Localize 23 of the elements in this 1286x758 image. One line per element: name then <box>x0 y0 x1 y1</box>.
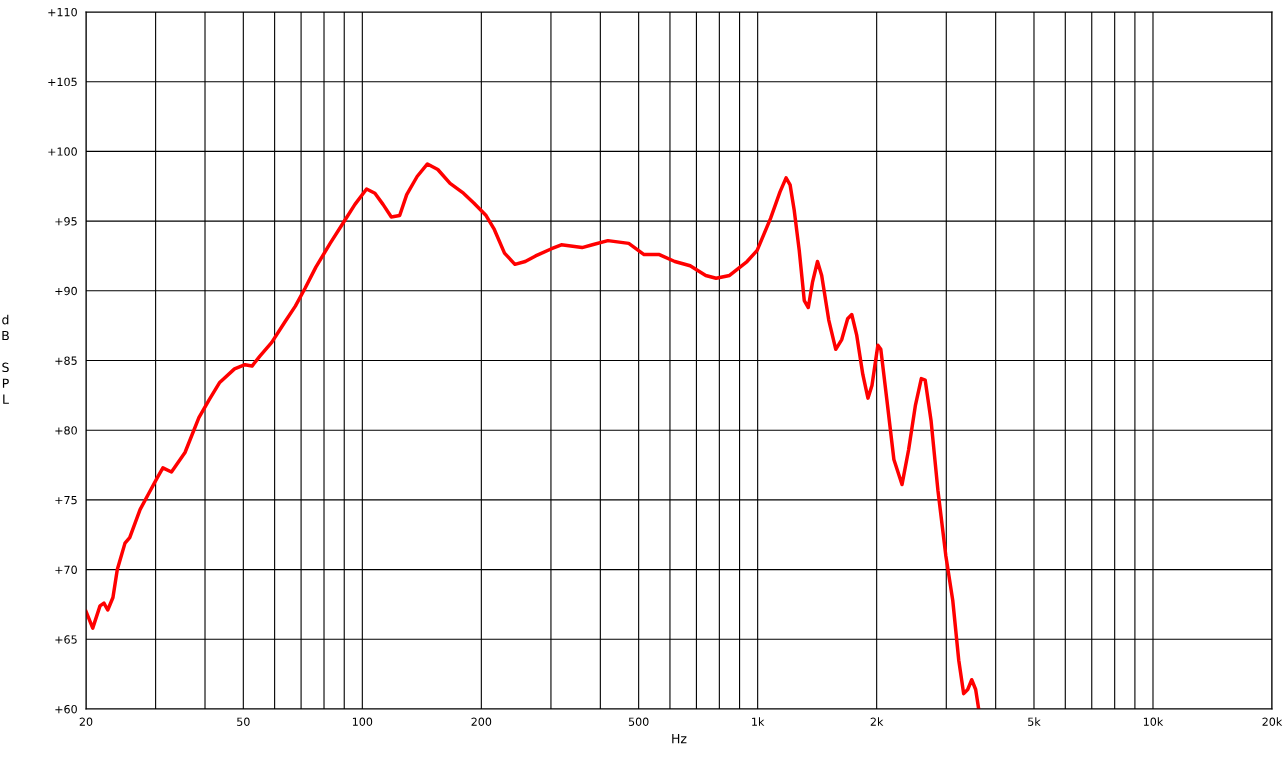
y-tick-label: +100 <box>48 147 77 156</box>
x-tick-label: 500 <box>628 717 649 726</box>
y-tick-label: +80 <box>55 426 77 435</box>
y-tick-label: +85 <box>55 356 77 365</box>
x-tick-label: 20k <box>1262 717 1283 726</box>
y-tick-label: +60 <box>55 704 77 714</box>
y-tick-label: +65 <box>55 635 77 644</box>
y-tick-label: +90 <box>55 286 77 296</box>
x-axis-title: Hz <box>672 734 687 744</box>
y-tick-label: +105 <box>48 77 77 87</box>
x-tick-label: 5k <box>1028 717 1041 726</box>
x-tick-label: 10k <box>1143 717 1164 726</box>
x-tick-label: 200 <box>471 717 492 726</box>
x-tick-label: 100 <box>352 717 373 726</box>
x-tick-label: 1k <box>752 717 765 726</box>
x-tick-label: 20 <box>79 717 93 726</box>
y-tick-label: +110 <box>48 7 77 17</box>
y-tick-label: +70 <box>55 565 77 574</box>
x-tick-label: 2k <box>870 717 884 726</box>
x-tick-label: 50 <box>237 717 250 726</box>
y-tick-label: +95 <box>55 217 77 226</box>
y-tick-label: +75 <box>55 496 77 505</box>
text: dB SPL <box>2 314 9 404</box>
